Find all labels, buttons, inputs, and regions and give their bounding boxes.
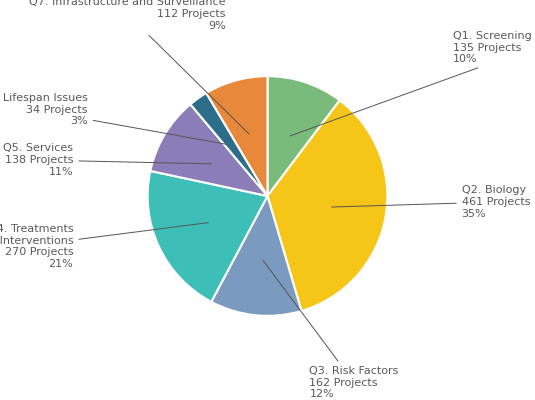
Text: Q2. Biology
461 Projects
35%: Q2. Biology 461 Projects 35% — [332, 185, 530, 218]
Wedge shape — [148, 171, 268, 302]
Wedge shape — [268, 100, 387, 311]
Wedge shape — [211, 196, 301, 316]
Text: Q1. Screening and Diagnosis
135 Projects
10%: Q1. Screening and Diagnosis 135 Projects… — [290, 31, 535, 136]
Wedge shape — [268, 76, 340, 196]
Text: Q5. Services
138 Projects
11%: Q5. Services 138 Projects 11% — [3, 144, 211, 177]
Text: Q6. Lifespan Issues
34 Projects
3%: Q6. Lifespan Issues 34 Projects 3% — [0, 93, 228, 145]
Text: Q4. Treatments
and Interventions
270 Projects
21%: Q4. Treatments and Interventions 270 Pro… — [0, 223, 208, 269]
Wedge shape — [150, 104, 268, 196]
Text: Q7. Infrastructure and Surveillance
112 Projects
9%: Q7. Infrastructure and Surveillance 112 … — [29, 0, 249, 134]
Wedge shape — [190, 93, 268, 196]
Wedge shape — [207, 76, 268, 196]
Text: Q3. Risk Factors
162 Projects
12%: Q3. Risk Factors 162 Projects 12% — [263, 260, 399, 399]
